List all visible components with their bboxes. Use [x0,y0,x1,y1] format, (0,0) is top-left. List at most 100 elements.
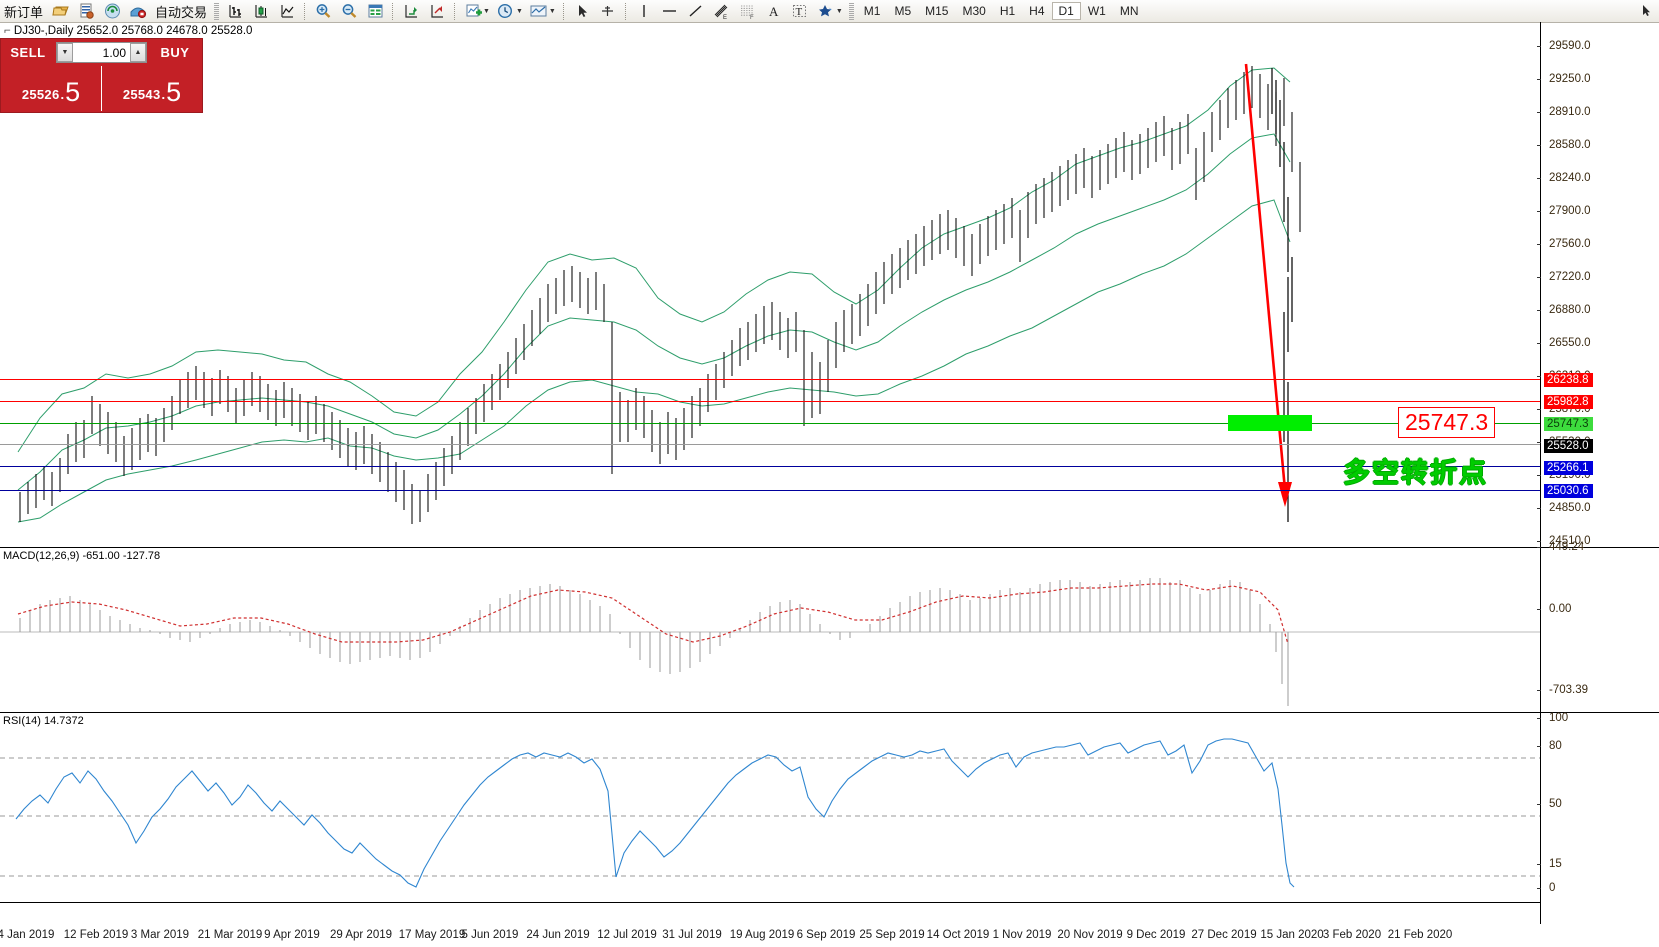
autotrading-button[interactable]: 自动交易 [155,4,208,20]
axis-label-25030[interactable]: 25030.6 [1544,484,1593,498]
chart-symbol-info: ⌐ DJ30-,Daily 25652.0 25768.0 24678.0 25… [4,25,252,37]
date-tick: 20 Nov 2019 [1057,929,1123,941]
date-tick: 19 Aug 2019 [729,929,795,941]
timeframe-mn[interactable]: MN [1119,4,1139,18]
axis-tick: 24850.0 [1537,502,1591,514]
toolbar-separator-5 [624,2,627,20]
date-tick: 9 Apr 2019 [264,929,320,941]
trendline-icon[interactable] [684,1,708,21]
data-window-icon[interactable] [363,1,387,21]
chevron-down-icon[interactable]: ▼ [483,7,490,15]
buy-button[interactable]: BUY [160,45,190,60]
lot-size-input[interactable]: ▼ 1.00 ▲ [56,42,147,63]
folder-icon[interactable] [48,1,72,21]
shift-end-icon[interactable] [425,1,449,21]
add-indicator-icon[interactable] [461,1,485,21]
turning-point-annotation[interactable]: 多空转折点 [1343,458,1488,488]
crosshair-icon[interactable] [596,1,620,21]
buy-price-separator: . [161,87,166,102]
axis-tick: 27900.0 [1537,205,1591,217]
macd-chart-svg [0,578,1540,706]
axis-tick: 29590.0 [1537,40,1591,52]
date-tick: 12 Jul 2019 [597,929,657,941]
sell-price[interactable]: 25526 . 5 [1,66,102,111]
date-tick: 3 Mar 2019 [130,929,190,941]
line-chart-icon[interactable] [275,1,299,21]
market-icon[interactable] [126,1,150,21]
hline-icon[interactable] [658,1,682,21]
shift-start-icon[interactable] [399,1,423,21]
rsi-axis-tick: 100 [1537,712,1568,724]
timeframe-m30[interactable]: M30 [962,4,986,18]
axis-label-25982[interactable]: 25982.8 [1544,395,1593,409]
axis-label-25747[interactable]: 25747.3 [1544,417,1593,431]
resistance-line-25982[interactable] [0,401,1540,402]
rsi-label: RSI(14) 14.7372 [3,715,84,727]
date-tick: 9 Dec 2019 [1126,929,1186,941]
axis-label-25266[interactable]: 25266.1 [1544,461,1593,475]
reports-icon[interactable] [74,1,98,21]
date-tick: 17 May 2019 [398,929,466,941]
rsi-axis-tick: 50 [1537,798,1562,810]
cursor-icon[interactable] [570,1,594,21]
buy-price-fraction: 5 [166,77,182,107]
rsi-chart-svg [0,738,1540,888]
text-label-icon[interactable]: T [788,1,812,21]
toolbar-separator-3 [454,2,456,20]
candlestick-icon[interactable] [249,1,273,21]
support-line-25266[interactable] [0,466,1540,467]
rsi-pane[interactable]: RSI(14) 14.7372 [0,712,1659,903]
new-order-button[interactable]: 新订单 [4,4,44,20]
equidistant-channel-icon[interactable]: E [710,1,734,21]
templates-icon[interactable] [527,1,551,21]
timeframe-h4[interactable]: H4 [1029,4,1045,18]
date-tick: 27 Dec 2019 [1191,929,1257,941]
zoom-in-icon[interactable] [311,1,335,21]
date-tick: 12 Feb 2019 [63,929,129,941]
lot-increase-button[interactable]: ▲ [130,43,146,62]
price-axis[interactable]: 29590.0 29250.0 28910.0 28580.0 28240.0 … [1537,22,1659,924]
bar-chart-icon[interactable] [223,1,247,21]
axis-tick: 27560.0 [1537,238,1591,250]
axis-tick: 26880.0 [1537,304,1591,316]
price-pane[interactable]: 25747.3 多空转折点 [0,22,1659,546]
timeframe-w1[interactable]: W1 [1087,4,1106,18]
timeframe-m15[interactable]: M15 [925,4,949,18]
resistance-line-26238[interactable] [0,379,1540,380]
zoom-out-icon[interactable] [337,1,361,21]
timeframe-grip[interactable] [848,2,854,20]
axis-tick: 28580.0 [1537,139,1591,151]
one-click-trading-panel[interactable]: SELL ▼ 1.00 ▲ BUY 25526 . 5 25543 . 5 [0,38,203,113]
toolbar-grip[interactable] [214,2,220,20]
lot-decrease-button[interactable]: ▼ [57,43,73,62]
support-line-25747[interactable] [0,423,1540,424]
signals-icon[interactable] [100,1,124,21]
buy-price[interactable]: 25543 . 5 [102,66,202,111]
date-tick: 14 Oct 2019 [926,929,990,941]
highlight-zone[interactable] [1228,415,1312,431]
timeframe-h1[interactable]: H1 [999,4,1016,18]
price-callout-label[interactable]: 25747.3 [1398,407,1496,438]
timeframe-m1[interactable]: M1 [863,4,881,18]
cursor-right-icon[interactable] [1634,1,1658,21]
period-icon[interactable] [494,1,518,21]
fibonacci-icon[interactable]: F [736,1,760,21]
shapes-icon[interactable] [814,1,838,21]
chevron-down-icon-4[interactable]: ▼ [835,7,843,15]
date-tick: 24 Jun 2019 [526,929,590,941]
trade-panel-prices: 25526 . 5 25543 . 5 [1,66,202,111]
vline-icon[interactable] [632,1,656,21]
trade-panel-controls: SELL ▼ 1.00 ▲ BUY [1,39,202,66]
axis-label-26238[interactable]: 26238.8 [1544,373,1593,387]
chevron-down-icon-2[interactable]: ▼ [515,7,523,15]
timeframe-m5[interactable]: M5 [894,4,912,18]
sell-button[interactable]: SELL [10,45,46,60]
macd-axis-tick: 0.00 [1537,603,1571,615]
macd-pane[interactable]: MACD(12,26,9) -651.00 -127.78 [0,547,1659,711]
chevron-down-icon-3[interactable]: ▼ [548,7,556,15]
support-line-25030[interactable] [0,490,1540,491]
date-axis[interactable]: 4 Jan 2019 12 Feb 2019 3 Mar 2019 21 Mar… [0,902,1540,947]
chart-area[interactable]: ⌐ DJ30-,Daily 25652.0 25768.0 24678.0 25… [0,22,1659,946]
timeframe-d1[interactable]: D1 [1051,2,1081,20]
text-icon[interactable]: A [762,1,786,21]
